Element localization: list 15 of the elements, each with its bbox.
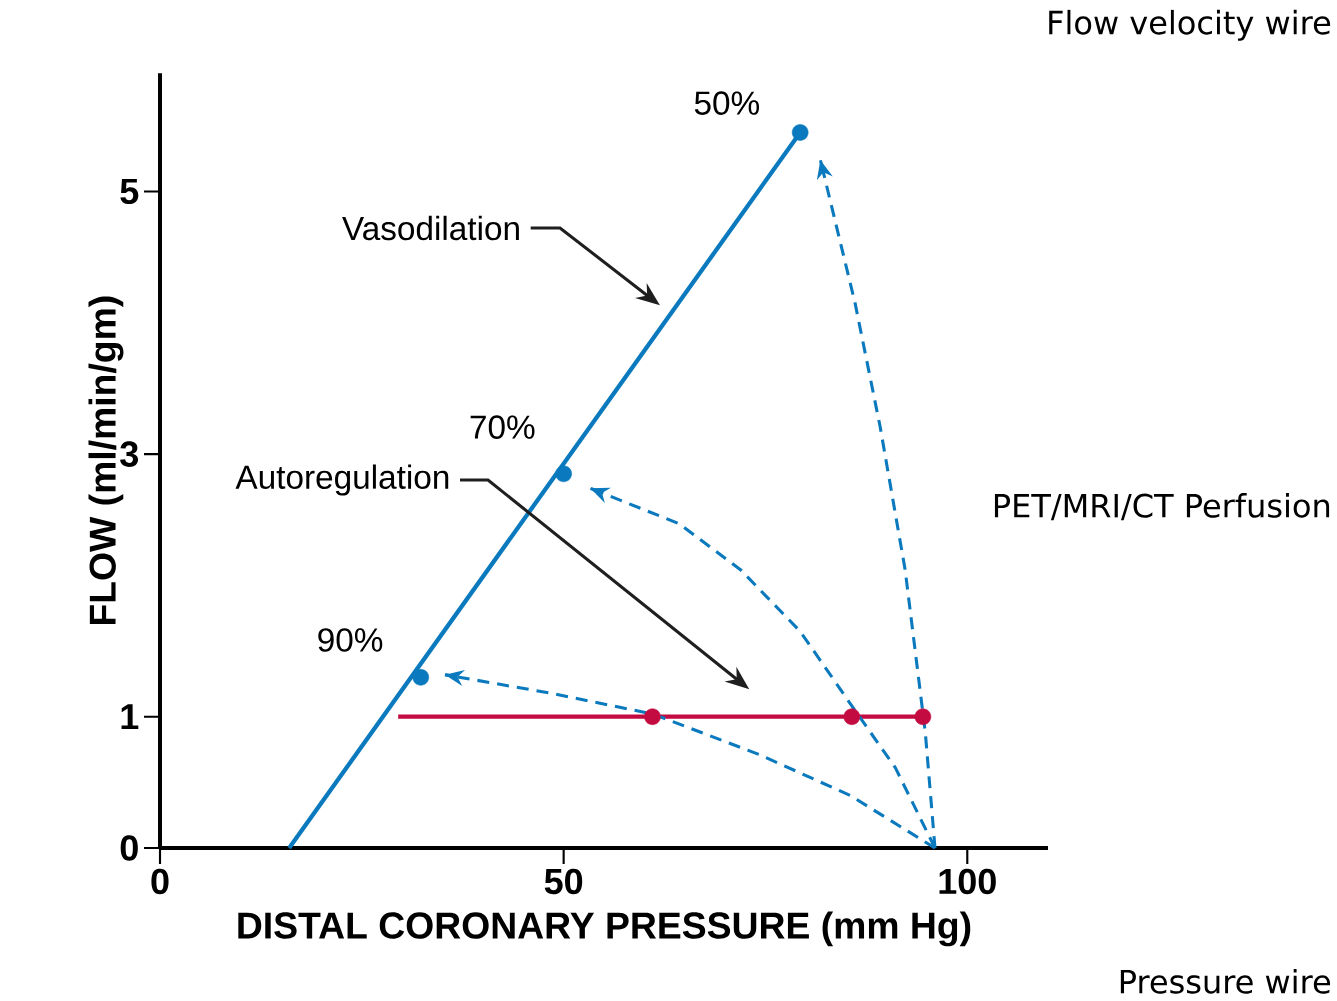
y-tick-label: 1: [121, 704, 139, 730]
x-tick-label: 0: [151, 868, 169, 895]
annotation: 70%: [470, 415, 535, 439]
annotation: Vasodilation: [342, 215, 519, 241]
annotation: Autoregulation: [235, 464, 449, 496]
annotation: 50%: [694, 91, 760, 115]
text: Flow velocity wire: [1049, 9, 1331, 41]
x-axis-title: DISTAL CORONARY PRESSURE (mm Hg): [238, 911, 971, 947]
text: Pressure wire: [1120, 968, 1331, 994]
y-tick-label: 0: [120, 835, 138, 861]
annotation: 90%: [318, 628, 383, 652]
y-tick-label: 5: [120, 178, 139, 205]
x-tick-label: 50: [544, 868, 583, 895]
x-tick-label: 100: [939, 868, 996, 895]
annotation: PET/MRI/CT Perfusion: [994, 493, 1330, 521]
